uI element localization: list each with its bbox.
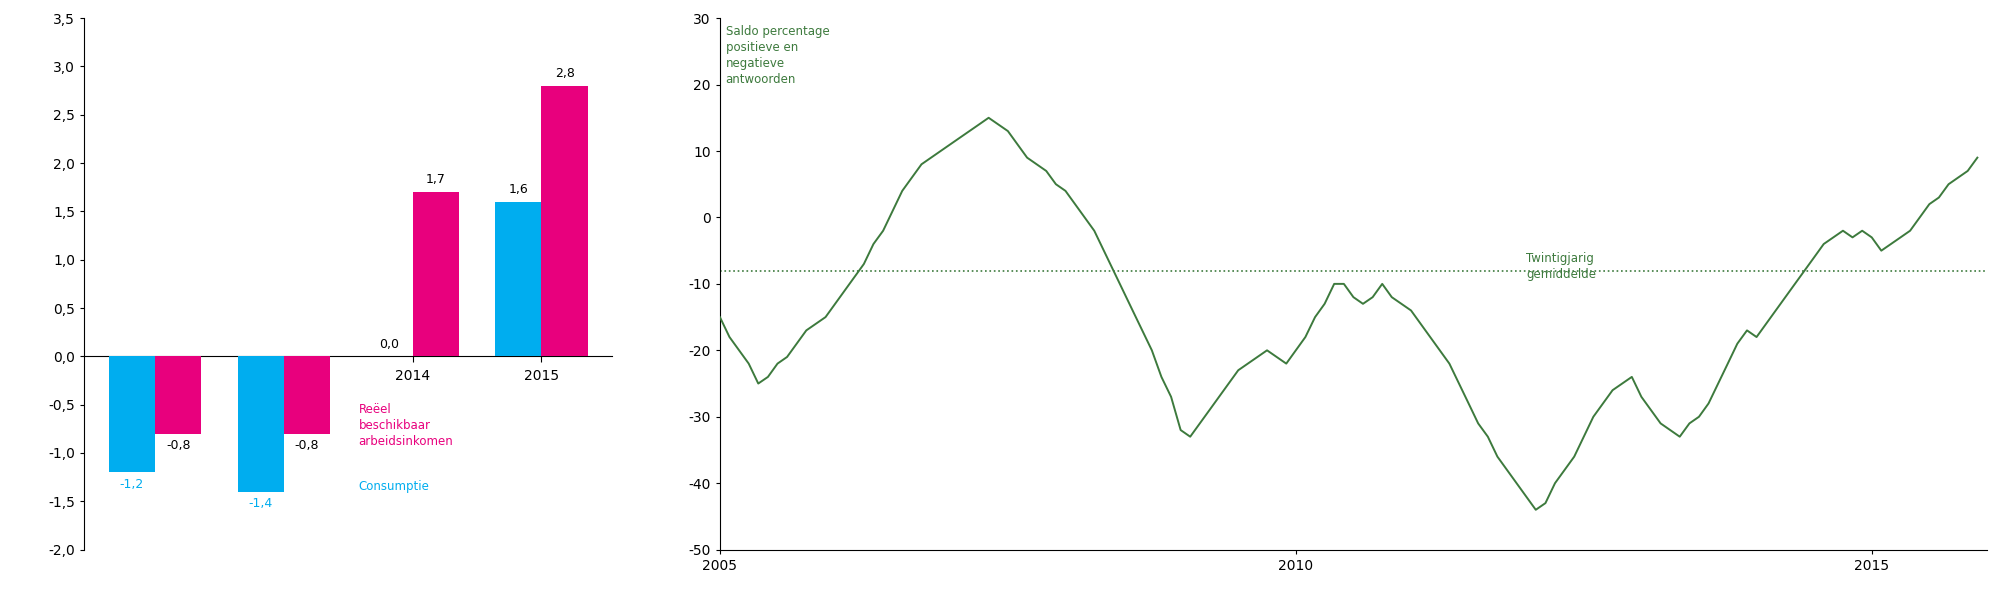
Text: 0,0: 0,0 <box>379 338 399 350</box>
Text: 1,6: 1,6 <box>508 183 528 196</box>
Text: -1,2: -1,2 <box>120 478 145 491</box>
Text: -0,8: -0,8 <box>167 440 191 452</box>
Bar <box>237 356 283 492</box>
Text: -1,4: -1,4 <box>249 498 273 510</box>
Bar <box>108 356 155 472</box>
Text: 1,7: 1,7 <box>425 173 446 186</box>
Text: Saldo percentage
positieve en
negatieve
antwoorden: Saldo percentage positieve en negatieve … <box>727 25 829 86</box>
Text: Consumptie: Consumptie <box>359 480 429 493</box>
Bar <box>283 356 331 434</box>
Bar <box>155 356 201 434</box>
Bar <box>542 86 588 356</box>
Bar <box>496 202 542 356</box>
Bar <box>413 192 460 356</box>
Text: -0,8: -0,8 <box>295 440 319 452</box>
Text: 2,8: 2,8 <box>554 67 574 80</box>
Text: Reëel
beschikbaar
arbeidsinkomen: Reëel beschikbaar arbeidsinkomen <box>359 403 454 448</box>
Text: Twintigjarig
gemiddelde: Twintigjarig gemiddelde <box>1525 252 1596 281</box>
